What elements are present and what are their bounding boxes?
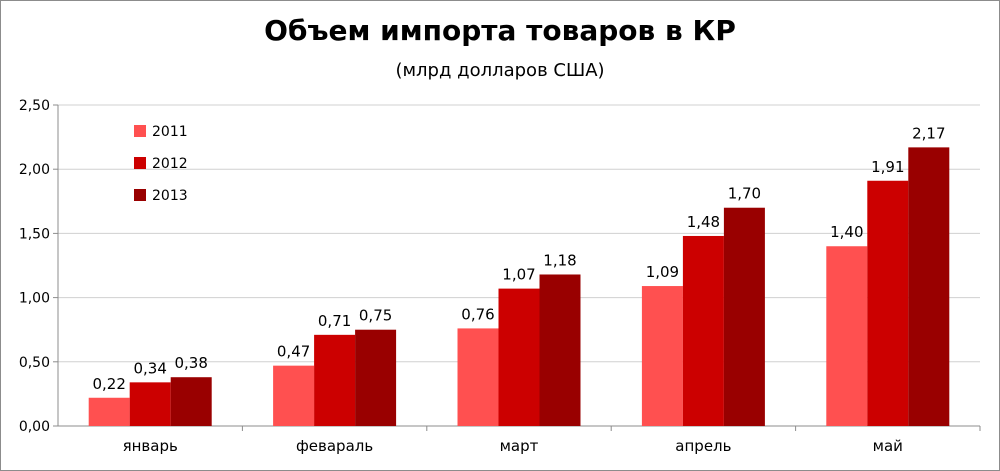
bar: [170, 377, 212, 426]
data-label: 0,75: [359, 307, 392, 325]
x-tick-label: май: [873, 437, 903, 455]
y-tick-label: 0,50: [19, 355, 50, 371]
legend-label: 2013: [152, 188, 188, 204]
legend-label: 2012: [152, 156, 188, 172]
data-label: 0,47: [277, 343, 310, 361]
data-label: 0,34: [133, 359, 166, 377]
bar: [314, 334, 356, 426]
y-tick-label: 1,50: [19, 226, 50, 242]
bar: [682, 235, 724, 426]
data-label: 2,17: [912, 124, 945, 142]
data-labels: 0,22 0,34 0,38 0,47 0,71 0,75 0,76 1,07 1,18 1,09…: [92, 124, 945, 392]
bar: [908, 147, 950, 426]
data-label: 1,18: [543, 251, 576, 269]
bar: [498, 288, 540, 426]
bar: [539, 274, 581, 426]
legend-swatch: [134, 125, 146, 137]
bar: [88, 397, 130, 426]
data-label: 1,48: [687, 213, 720, 231]
y-tick-label: 0,00: [19, 419, 50, 435]
data-label: 0,76: [461, 305, 494, 323]
data-label: 0,22: [92, 375, 125, 393]
x-tick-label: феварaль: [296, 437, 373, 455]
bars: [88, 147, 950, 426]
bar: [457, 328, 499, 426]
legend-swatch: [134, 157, 146, 169]
bar: [723, 207, 765, 426]
x-tick-label: январь: [123, 437, 178, 455]
data-label: 1,40: [830, 223, 863, 241]
data-label: 0,38: [174, 354, 207, 372]
chart-subtitle: (млрд долларов США): [395, 60, 605, 81]
bar: [641, 286, 683, 426]
y-tick-label: 1,00: [19, 291, 50, 307]
bar: [867, 180, 909, 426]
legend-swatch: [134, 189, 146, 201]
y-tick-label: 2,00: [19, 162, 50, 178]
bar: [826, 246, 868, 426]
bar: [273, 365, 315, 426]
x-tick-label: март: [500, 437, 539, 455]
data-label: 0,71: [318, 312, 351, 330]
y-tick-label: 2,50: [19, 98, 50, 114]
data-label: 1,91: [871, 158, 904, 176]
data-label: 1,70: [728, 185, 761, 203]
bar: [355, 329, 397, 426]
chart-title: Объем импорта товаров в КР: [264, 14, 736, 47]
legend-label: 2011: [152, 124, 188, 140]
data-label: 1,09: [646, 263, 679, 281]
x-tick-label: апрель: [675, 437, 731, 455]
bar: [129, 382, 171, 426]
legend: 2011 2012 2013: [134, 124, 188, 204]
data-label: 1,07: [502, 266, 535, 284]
